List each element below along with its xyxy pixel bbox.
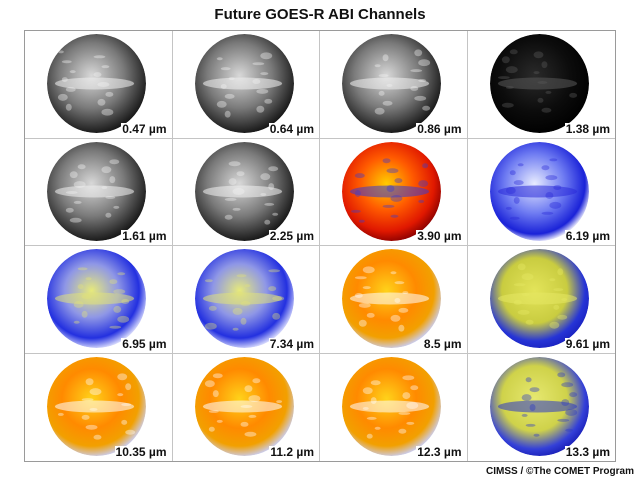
globe-image: [47, 141, 147, 241]
channel-label: 2.25 µm: [268, 229, 315, 243]
channel-grid: 0.47 µm 0.64 µm 0.86 µm 1.38 µm 1.61 µm 2.25 …: [24, 30, 616, 462]
channel-panel: 1.38 µm: [467, 31, 615, 139]
channel-label: 1.38 µm: [564, 121, 611, 136]
channel-panel: 9.61 µm: [467, 246, 615, 354]
globe-image: [194, 34, 294, 133]
channel-panel: 2.25 µm: [172, 138, 320, 246]
channel-panel: 6.95 µm: [25, 246, 173, 354]
channel-label: 3.90 µm: [416, 229, 463, 243]
channel-label: 6.19 µm: [564, 229, 611, 243]
channel-label: 7.34 µm: [268, 336, 315, 351]
globe-image: [47, 249, 147, 348]
globe-image: [342, 34, 442, 133]
channel-label: 1.61 µm: [121, 229, 168, 243]
channel-panel: 0.47 µm: [25, 31, 173, 139]
figure-title: Future GOES-R ABI Channels: [214, 6, 426, 23]
globe-image: [194, 356, 294, 456]
channel-label: 11.2 µm: [269, 445, 315, 459]
globe-image: [47, 356, 147, 456]
channel-panel: 13.3 µm: [468, 354, 616, 462]
channel-label: 8.5 µm: [422, 336, 463, 351]
globe-image: [342, 356, 442, 456]
channel-label: 0.64 µm: [268, 121, 315, 136]
globe-image: [490, 249, 590, 348]
channel-panel: 0.64 µm: [172, 31, 320, 139]
channel-panel: 12.3 µm: [320, 353, 468, 461]
channel-panel: 0.86 µm: [320, 31, 468, 139]
channel-label: 6.95 µm: [121, 336, 168, 351]
globe-image: [47, 34, 147, 133]
globe-image: [490, 356, 590, 456]
globe-image: [490, 141, 590, 241]
channel-label: 10.35 µm: [114, 445, 168, 459]
channel-label: 9.61 µm: [564, 336, 611, 351]
channel-label: 12.3 µm: [416, 445, 463, 459]
channel-panel: 11.2 µm: [173, 353, 320, 461]
globe-image: [490, 34, 590, 133]
channel-panel: 8.5 µm: [320, 246, 468, 354]
channel-label: 0.47 µm: [121, 121, 168, 136]
channel-panel: 3.90 µm: [320, 138, 468, 246]
credit-text: CIMSS / ©The COMET Program: [486, 466, 634, 477]
channel-panel: 6.19 µm: [467, 139, 615, 246]
channel-panel: 10.35 µm: [25, 353, 173, 461]
globe-image: [342, 249, 442, 348]
channel-label: 0.86 µm: [416, 121, 463, 136]
globe-image: [194, 249, 294, 348]
globe-image: [342, 141, 442, 241]
channel-panel: 1.61 µm: [25, 138, 173, 246]
globe-image: [194, 141, 294, 241]
channel-label: 13.3 µm: [564, 445, 611, 459]
channel-panel: 7.34 µm: [172, 246, 320, 354]
